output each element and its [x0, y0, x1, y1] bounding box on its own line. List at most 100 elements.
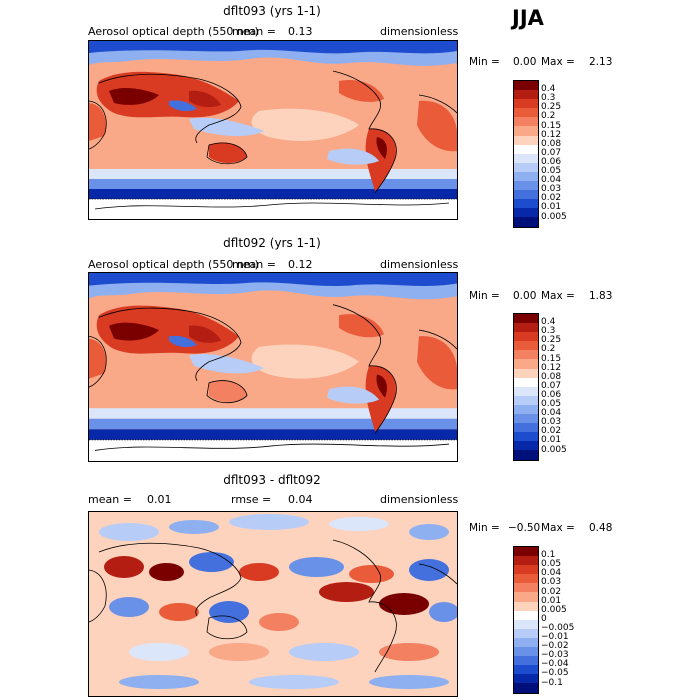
colorbar-swatch [514, 153, 538, 163]
colorbar-tick-label: 0.05 [541, 399, 562, 409]
panel1-max-label: Max = [541, 56, 575, 68]
colorbar-tick-label: −0.01 [541, 632, 569, 642]
colorbar-swatch [514, 144, 538, 154]
colorbar-swatch [514, 162, 538, 172]
colorbar-swatch [514, 574, 538, 584]
colorbar-tick-label: 0.005 [541, 444, 567, 455]
colorbar-swatch [514, 332, 538, 342]
panel3-min-value: −0.50 [508, 522, 541, 534]
colorbar-swatch [514, 674, 538, 684]
panel3-mean-label: mean = [88, 493, 132, 506]
colorbar-swatch [514, 126, 538, 136]
colorbar-swatch [514, 341, 538, 351]
colorbar-swatch [514, 386, 538, 396]
colorbar-tick-label: 0.15 [541, 353, 562, 364]
panel1-colorbar [513, 80, 539, 228]
colorbar-swatch [514, 99, 538, 109]
panel1-map [88, 40, 458, 220]
colorbar-tick-label: −0.02 [541, 641, 569, 652]
colorbar-tick-label: 0.01 [541, 595, 562, 606]
colorbar-swatch [514, 583, 538, 593]
colorbar-swatch [514, 217, 538, 227]
colorbar-tick-label: 0.08 [541, 138, 562, 149]
colorbar-tick-label: 0.005 [541, 211, 567, 222]
panel2-min-value: 0.00 [513, 290, 537, 302]
panel1-min-value: 0.00 [513, 56, 537, 68]
colorbar-swatch [514, 190, 538, 200]
colorbar-tick-label: −0.1 [541, 677, 563, 688]
colorbar-tick-label: 0.3 [541, 93, 556, 104]
colorbar-tick-label: 0.02 [541, 193, 562, 204]
colorbar-swatch [514, 395, 538, 405]
panel1-max-value: 2.13 [589, 56, 613, 68]
colorbar-tick-label: 0.04 [541, 175, 562, 186]
colorbar-swatch [514, 359, 538, 369]
panel2-units: dimensionless [380, 258, 459, 271]
season-label: JJA [512, 6, 544, 30]
panel2-map [88, 272, 458, 462]
colorbar-swatch [514, 556, 538, 566]
panel3-rmse-value: 0.04 [288, 493, 313, 506]
colorbar-tick-label: 0.03 [541, 184, 562, 195]
colorbar-tick-label: 0.4 [541, 317, 556, 328]
colorbar-tick-label: −0.04 [541, 659, 569, 670]
colorbar-tick-label: 0.01 [541, 202, 562, 213]
colorbar-tick-label: 0.05 [541, 166, 562, 176]
panel3-max-value: 0.48 [589, 522, 613, 534]
colorbar-swatch [514, 199, 538, 209]
colorbar-swatch [514, 683, 538, 693]
colorbar-tick-label: 0.04 [541, 568, 562, 579]
colorbar-tick-label: 0.2 [541, 111, 556, 122]
colorbar-swatch [514, 628, 538, 638]
colorbar-tick-label: 0.06 [541, 156, 562, 167]
colorbar-swatch [514, 665, 538, 675]
colorbar-swatch [514, 647, 538, 657]
colorbar-tick-label: 0.005 [541, 604, 567, 615]
panel3-title: dflt093 - dflt092 [223, 473, 321, 487]
colorbar-tick-label: 0.12 [541, 362, 562, 373]
colorbar-swatch [514, 565, 538, 575]
colorbar-swatch [514, 432, 538, 442]
colorbar-swatch [514, 171, 538, 182]
colorbar-swatch [514, 135, 538, 145]
colorbar-swatch [514, 117, 538, 127]
colorbar-tick-label: 0.05 [541, 559, 562, 570]
panel3-map [88, 511, 458, 697]
colorbar-tick-label: 0.4 [541, 84, 556, 95]
colorbar-swatch [514, 450, 538, 460]
colorbar-swatch [514, 81, 538, 91]
panel2-mean-value: 0.12 [288, 258, 313, 271]
colorbar-tick-label: 0 [541, 613, 547, 624]
panel1-min-label: Min = [469, 56, 500, 68]
panel3-units: dimensionless [380, 493, 459, 506]
colorbar-swatch [514, 90, 538, 100]
colorbar-tick-label: −0.05 [541, 668, 569, 679]
panel1-title: dflt093 (yrs 1-1) [223, 4, 321, 18]
panel3-colorbar [513, 546, 539, 694]
colorbar-swatch [514, 181, 538, 191]
panel3-mean-value: 0.01 [147, 493, 172, 506]
colorbar-swatch [514, 592, 538, 602]
colorbar-swatch [514, 404, 538, 415]
colorbar-swatch [514, 414, 538, 424]
colorbar-tick-label: 0.03 [541, 577, 562, 588]
panel1-mean-label: mean = [232, 25, 276, 38]
colorbar-tick-label: 0.02 [541, 586, 562, 597]
colorbar-swatch [514, 423, 538, 433]
colorbar-swatch [514, 610, 538, 620]
colorbar-tick-label: 0.07 [541, 380, 562, 391]
colorbar-tick-label: 0.04 [541, 408, 562, 419]
colorbar-tick-label: 0.3 [541, 326, 556, 337]
panel2-mean-label: mean = [232, 258, 276, 271]
colorbar-tick-label: 0.1 [541, 550, 556, 561]
panel3-rmse-label: rmse = [231, 493, 272, 506]
colorbar-tick-label: 0.07 [541, 147, 562, 158]
panel2-title: dflt092 (yrs 1-1) [223, 236, 321, 250]
colorbar-tick-label: 0.06 [541, 389, 562, 400]
colorbar-tick-label: 0.12 [541, 129, 562, 140]
colorbar-swatch [514, 350, 538, 360]
colorbar-swatch [514, 323, 538, 333]
panel3-max-label: Max = [541, 522, 575, 534]
colorbar-swatch [514, 208, 538, 218]
colorbar-tick-label: 0.15 [541, 120, 562, 131]
